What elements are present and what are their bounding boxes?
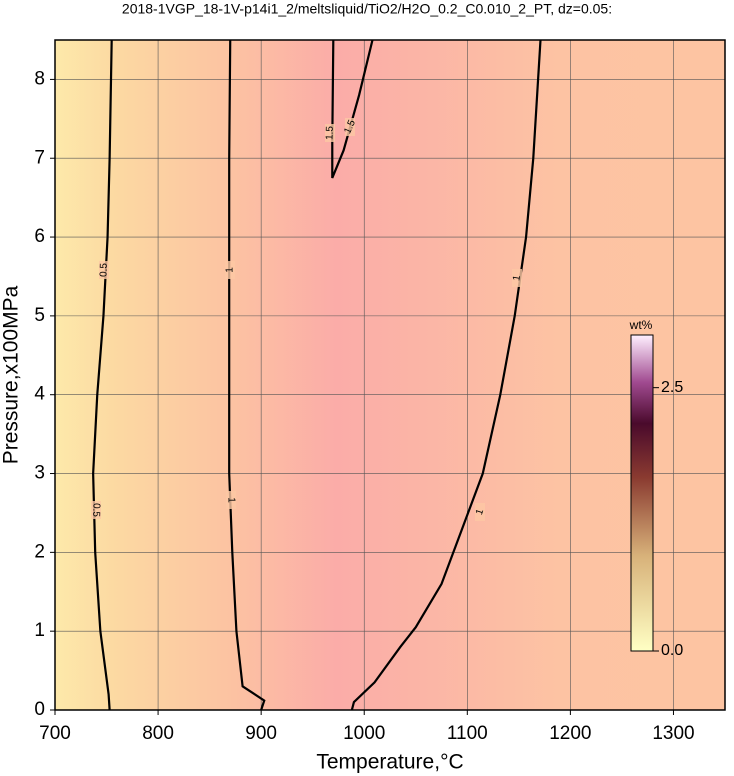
x-tick-label: 1100 <box>447 723 488 744</box>
contour-label-bg <box>225 261 235 279</box>
y-tick-label: 3 <box>34 463 45 484</box>
x-tick-label: 1300 <box>652 723 694 744</box>
contour-line <box>350 39 542 711</box>
contour-label: 0.5 <box>90 503 101 518</box>
plot-background <box>55 40 725 710</box>
plot-frame <box>54 39 726 711</box>
y-tick-label: 4 <box>34 384 45 405</box>
y-tick-label: 2 <box>34 541 45 562</box>
y-tick-label: 5 <box>34 305 45 326</box>
x-tick-label: 800 <box>142 723 174 744</box>
contour-label-bg <box>325 124 335 142</box>
contour-label: 1.5 <box>324 125 335 140</box>
y-tick-label: 8 <box>34 68 45 89</box>
contour-label-bg <box>99 261 109 279</box>
contour-label-bg <box>91 501 101 519</box>
chart-title: 2018-1VGP_18-1V-p14i1_2/meltsliquid/TiO2… <box>122 1 612 17</box>
contour-label: 1 <box>225 497 236 503</box>
contour-label-bg <box>512 269 522 287</box>
contour-line <box>228 39 266 711</box>
colorbar <box>630 334 654 652</box>
contour-label-bg <box>226 491 236 509</box>
x-axis-label: Temperature,°C <box>316 751 463 774</box>
x-tick-label: 700 <box>39 723 71 744</box>
contour-line <box>92 39 113 711</box>
y-tick-label: 7 <box>34 147 45 168</box>
y-tick-label: 0 <box>34 699 45 720</box>
x-tick-label: 900 <box>245 723 277 744</box>
contour-label: 0.5 <box>98 262 109 277</box>
colorbar-tick-label: 0.0 <box>661 642 683 659</box>
y-tick-label: 1 <box>34 620 45 641</box>
contour-label: 1 <box>474 507 486 516</box>
contour-label: 1 <box>225 267 236 273</box>
y-tick-label: 6 <box>34 226 45 247</box>
contour-label: 1.5 <box>342 118 358 136</box>
colorbar-label: wt% <box>629 318 653 332</box>
x-tick-label: 1000 <box>343 723 385 744</box>
contour-label-bg <box>475 503 485 521</box>
contour-label-bg <box>345 118 355 136</box>
colorbar-tick-label: 2.5 <box>661 379 683 396</box>
y-axis-label: Pressure,x100MPa <box>0 285 23 464</box>
x-tick-label: 1200 <box>549 723 591 744</box>
contour-label: 1 <box>511 274 523 282</box>
